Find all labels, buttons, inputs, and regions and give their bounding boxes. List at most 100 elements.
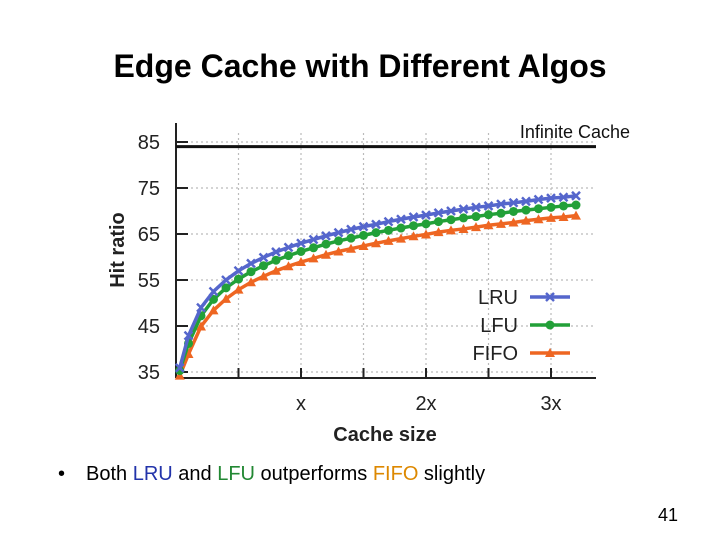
series-fifo [174,210,581,380]
data-point-fifo [296,257,306,267]
data-point-lru [346,224,356,235]
data-point-fifo [271,265,281,275]
data-point-lru [296,238,306,249]
data-point-lru [383,216,394,227]
data-point-lru [371,219,381,230]
data-point-fifo [196,321,206,331]
data-point-lfu [346,233,356,243]
data-point-fifo [308,253,319,263]
data-point-fifo [221,293,231,303]
x-axis-label: Cache size [333,424,436,446]
data-point-lru [571,190,581,201]
data-point-lru [308,234,319,245]
data-point-lru [483,201,494,211]
data-point-lfu [359,230,368,240]
legend-label-lru: LRU [478,287,518,309]
bullet-and: and [172,463,218,485]
bullet-suffix: slightly [418,463,486,485]
data-point-lru [208,286,219,297]
data-point-fifo [383,235,394,245]
data-point-fifo [408,231,419,241]
data-point-fifo [533,214,544,224]
data-point-fifo [371,238,381,248]
data-point-lru [221,275,231,285]
y-axis-label: Hit ratio [107,212,129,288]
y-tick-label: 85 [138,132,160,154]
data-point-lfu [534,204,543,214]
data-point-lfu [446,215,456,225]
data-point-lfu [371,228,381,238]
data-point-lru [533,194,544,205]
bullet-mid: outperforms [255,463,373,485]
data-point-fifo [546,212,556,222]
data-point-lfu [221,283,231,293]
grid-layer [176,133,596,378]
data-point-fifo [208,305,219,315]
data-point-fifo [233,284,244,294]
data-point-lru [246,258,256,269]
data-point-lfu [546,202,556,212]
data-point-lru [471,202,481,213]
infinite-cache-annotation: Infinite Cache [520,122,630,142]
data-point-lru [358,221,369,232]
data-point-lru [174,362,185,373]
data-point-lru [446,206,456,216]
data-point-fifo [358,240,369,250]
legend-marker-fifo [545,348,555,357]
y-tick-label: 35 [138,362,160,384]
series-lru [174,190,581,373]
bullet-lru: LRU [132,463,173,485]
data-point-lru [421,210,431,221]
bullet-fifo: FIFO [372,463,419,485]
data-point-fifo [508,217,519,227]
data-point-fifo [458,223,469,233]
data-point-lfu [509,206,518,216]
data-point-lfu [259,261,268,271]
data-point-lru [458,204,469,215]
data-point-fifo [333,246,344,256]
data-point-lru [233,265,244,276]
data-point-lfu [559,201,568,211]
data-point-fifo [321,249,331,259]
data-point-fifo [571,210,581,220]
data-point-lru [183,330,194,341]
data-point-fifo [258,271,269,281]
data-point-lru [546,193,556,204]
data-point-lru [496,199,506,209]
data-point-lfu [271,255,281,265]
x-tick-label: 3x [540,393,561,415]
page-number: 41 [657,505,678,525]
data-point-lru [396,214,406,225]
y-tick-label: 55 [138,270,160,292]
data-point-lru [558,192,569,203]
data-point-fifo [521,215,531,225]
data-point-lru [521,196,531,207]
bullet-point: • Both LRU and LFU outperforms FIFO sligh… [58,463,485,486]
data-point-lfu [521,205,531,215]
bullet-prefix: Both [86,463,133,485]
data-point-fifo [496,218,506,228]
data-point-fifo [246,277,256,287]
data-point-lfu [321,239,331,249]
data-point-lru [321,230,331,241]
data-point-fifo [283,261,294,271]
data-point-lfu [234,274,243,284]
data-point-fifo [346,243,356,253]
data-point-lru [433,207,444,218]
data-point-lru [271,247,281,257]
axis-layer: 35 45 55 65 75 85 x 2x 3x [138,123,596,415]
data-point-lfu [571,200,581,210]
y-tick-label: 45 [138,316,160,338]
data-point-lru [258,252,269,263]
data-point-fifo [433,227,444,237]
data-point-lru [196,302,206,313]
series-layer [174,145,596,380]
slide-title: Edge Cache with Different Algos [113,48,607,84]
data-point-lfu [396,223,406,233]
data-point-lru [508,197,519,208]
data-point-lfu [409,221,418,231]
data-point-fifo [174,370,185,380]
data-point-lfu [496,208,506,218]
data-point-lfu [384,225,393,235]
bullet-icon: • [58,463,66,485]
